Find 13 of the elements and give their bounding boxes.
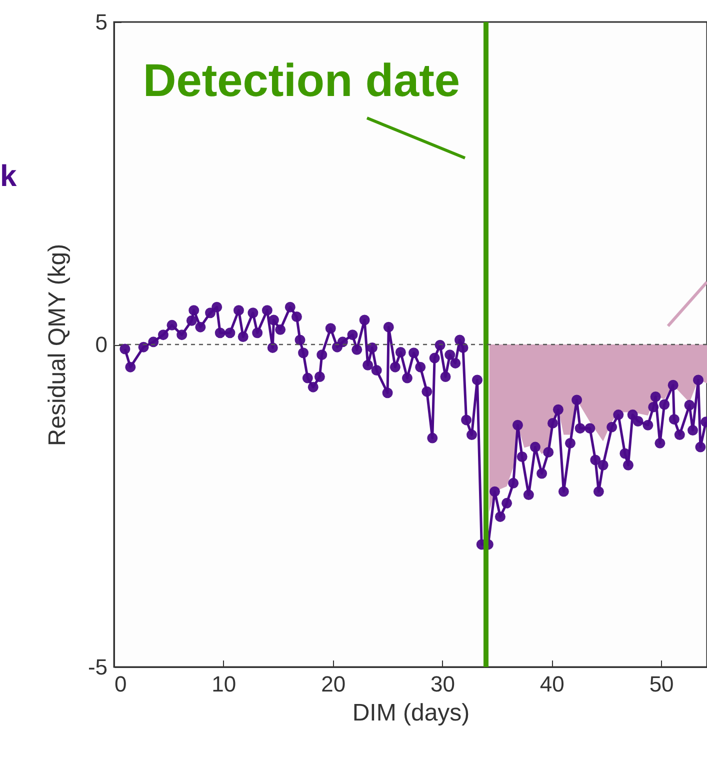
x-tick-label: 10: [212, 672, 236, 696]
x-tick-label: 0: [114, 672, 127, 696]
x-axis-title: DIM (days): [352, 700, 470, 726]
y-tick-label: 5: [95, 10, 108, 34]
y-tick-label: 0: [95, 332, 108, 357]
y-axis-title: Residual QMY (kg): [44, 244, 71, 446]
ref-line-label: Detection date: [143, 54, 460, 106]
y-tick-label: -5: [88, 654, 108, 680]
text: k: [0, 160, 17, 194]
x-tick-label: 50: [649, 672, 674, 696]
x-tick-label: 30: [430, 672, 455, 696]
x-tick-label: 20: [321, 672, 346, 696]
x-tick-label: 40: [540, 672, 564, 696]
